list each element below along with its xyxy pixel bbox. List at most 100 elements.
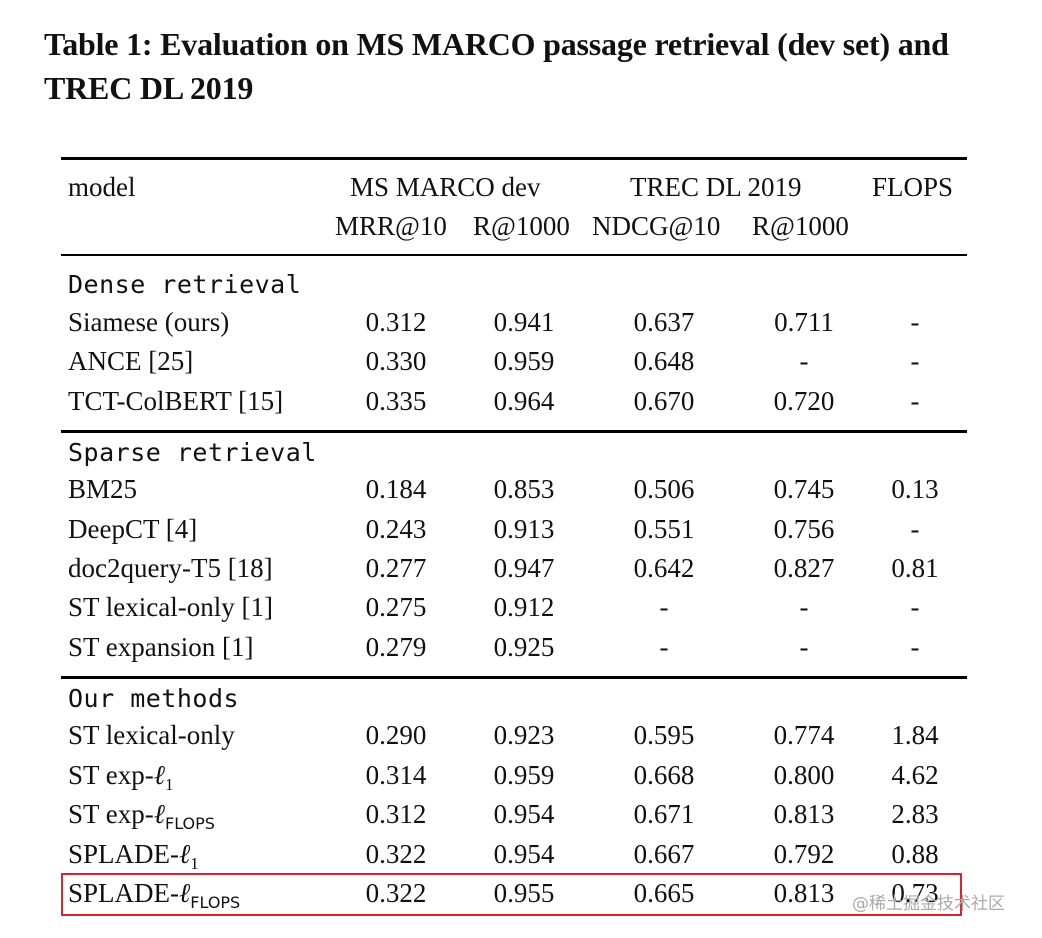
cell-r2: 0.745 xyxy=(773,474,835,504)
section-title: Sparse retrieval xyxy=(68,438,317,467)
model-name-text: ST exp- xyxy=(68,799,154,829)
cell-mrr: 0.314 xyxy=(365,760,427,790)
model-name: TCT-ColBERT [15] xyxy=(68,384,283,418)
model-name-text: Siamese (ours) xyxy=(68,307,230,337)
model-name: BM25 xyxy=(68,472,137,506)
model-name: DeepCT [4] xyxy=(68,512,197,546)
watermark: @稀土掘金技术社区 xyxy=(852,894,1005,914)
cell-mrr: 0.322 xyxy=(365,878,427,908)
cell-r1: 0.853 xyxy=(493,474,555,504)
cell-r2: 0.813 xyxy=(773,799,835,829)
cell-flops: - xyxy=(910,307,920,337)
cell-r1: 0.954 xyxy=(493,839,555,869)
cell-r2: 0.756 xyxy=(773,514,835,544)
header-r1000-trec: R@1000 xyxy=(752,211,849,241)
cell-r2: - xyxy=(799,346,809,376)
cell-ndcg: 0.642 xyxy=(633,553,695,583)
model-name-text: TCT-ColBERT [15] xyxy=(68,386,284,416)
header-trec-dl-2019: TREC DL 2019 xyxy=(630,172,802,202)
cell-mrr: 0.279 xyxy=(365,632,427,662)
section-rule xyxy=(61,676,967,679)
header-flops: FLOPS xyxy=(872,172,954,202)
cell-mrr: 0.184 xyxy=(365,474,427,504)
cell-ndcg: 0.668 xyxy=(633,760,695,790)
header-ndcg10: NDCG@10 xyxy=(592,211,721,241)
cell-ndcg: 0.648 xyxy=(633,346,695,376)
model-name: ST lexical-only [1] xyxy=(68,590,273,624)
cell-mrr: 0.312 xyxy=(365,799,427,829)
model-name: Siamese (ours) xyxy=(68,305,229,339)
cell-ndcg: 0.506 xyxy=(633,474,695,504)
cell-r2: 0.813 xyxy=(773,878,835,908)
cell-ndcg: 0.595 xyxy=(633,720,695,750)
model-subscript: 1 xyxy=(165,775,174,794)
cell-ndcg: - xyxy=(659,632,669,662)
cell-ndcg: 0.667 xyxy=(633,839,695,869)
cell-flops: 0.73 xyxy=(891,878,939,908)
cell-r2: - xyxy=(799,592,809,622)
cell-mrr: 0.330 xyxy=(365,346,427,376)
model-subscript: FLOPS xyxy=(190,893,241,912)
cell-mrr: 0.322 xyxy=(365,839,427,869)
model-name: doc2query-T5 [18] xyxy=(68,551,273,585)
cell-ndcg: 0.551 xyxy=(633,514,695,544)
model-subscript: 1 xyxy=(190,854,199,873)
model-name-text: ST exp- xyxy=(68,760,154,790)
header-mrr10: MRR@10 xyxy=(335,211,447,241)
section-rule xyxy=(61,430,967,433)
model-name: ST expansion [1] xyxy=(68,630,253,664)
cell-r1: 0.955 xyxy=(493,878,555,908)
model-name-text: doc2query-T5 [18] xyxy=(68,553,273,583)
cell-ndcg: 0.637 xyxy=(633,307,695,337)
header-ms-marco-dev: MS MARCO dev xyxy=(350,172,541,202)
cell-flops: 0.81 xyxy=(891,553,939,583)
model-name: ST exp-ℓ1 xyxy=(68,758,174,802)
ell-symbol: ℓ xyxy=(153,799,165,829)
cell-mrr: 0.243 xyxy=(365,514,427,544)
model-name: ST exp-ℓFLOPS xyxy=(68,797,215,841)
model-name-text: ST lexical-only xyxy=(68,720,235,750)
model-name: ANCE [25] xyxy=(68,344,193,378)
cell-r1: 0.912 xyxy=(493,592,555,622)
model-name: ST lexical-only xyxy=(68,718,235,752)
model-name-text: ST lexical-only [1] xyxy=(68,592,273,622)
ell-symbol: ℓ xyxy=(153,760,165,790)
cell-r1: 0.947 xyxy=(493,553,555,583)
cell-r2: 0.720 xyxy=(773,386,835,416)
cell-flops: - xyxy=(910,346,920,376)
model-name-text: SPLADE- xyxy=(68,878,180,908)
model-name-text: ST expansion [1] xyxy=(68,632,254,662)
cell-ndcg: - xyxy=(659,592,669,622)
cell-r2: 0.792 xyxy=(773,839,835,869)
highlight-box xyxy=(61,873,962,916)
cell-flops: - xyxy=(910,386,920,416)
model-name: SPLADE-ℓFLOPS xyxy=(68,876,240,920)
cell-flops: 2.83 xyxy=(891,799,939,829)
cell-flops: 0.13 xyxy=(891,474,939,504)
model-name-text: ANCE [25] xyxy=(68,346,194,376)
cell-r2: - xyxy=(799,632,809,662)
cell-mrr: 0.290 xyxy=(365,720,427,750)
cell-ndcg: 0.665 xyxy=(633,878,695,908)
cell-mrr: 0.277 xyxy=(365,553,427,583)
top-rule xyxy=(61,157,967,160)
cell-r1: 0.959 xyxy=(493,346,555,376)
model-name: SPLADE-ℓ1 xyxy=(68,837,199,881)
cell-mrr: 0.335 xyxy=(365,386,427,416)
cell-r2: 0.711 xyxy=(774,307,834,337)
cell-r2: 0.827 xyxy=(773,553,835,583)
model-subscript: FLOPS xyxy=(165,814,215,833)
cell-flops: 0.88 xyxy=(891,839,939,869)
cell-ndcg: 0.670 xyxy=(633,386,695,416)
ell-symbol: ℓ xyxy=(179,878,191,908)
cell-r2: 0.774 xyxy=(773,720,835,750)
table-caption: Table 1: Evaluation on MS MARCO passage … xyxy=(44,26,949,106)
cell-flops: - xyxy=(910,514,920,544)
cell-r1: 0.923 xyxy=(493,720,555,750)
model-name-text: SPLADE- xyxy=(68,839,180,869)
cell-r2: 0.800 xyxy=(773,760,835,790)
cell-mrr: 0.312 xyxy=(365,307,427,337)
header-model: model xyxy=(68,172,136,202)
cell-flops: - xyxy=(910,632,920,662)
cell-r1: 0.941 xyxy=(493,307,555,337)
